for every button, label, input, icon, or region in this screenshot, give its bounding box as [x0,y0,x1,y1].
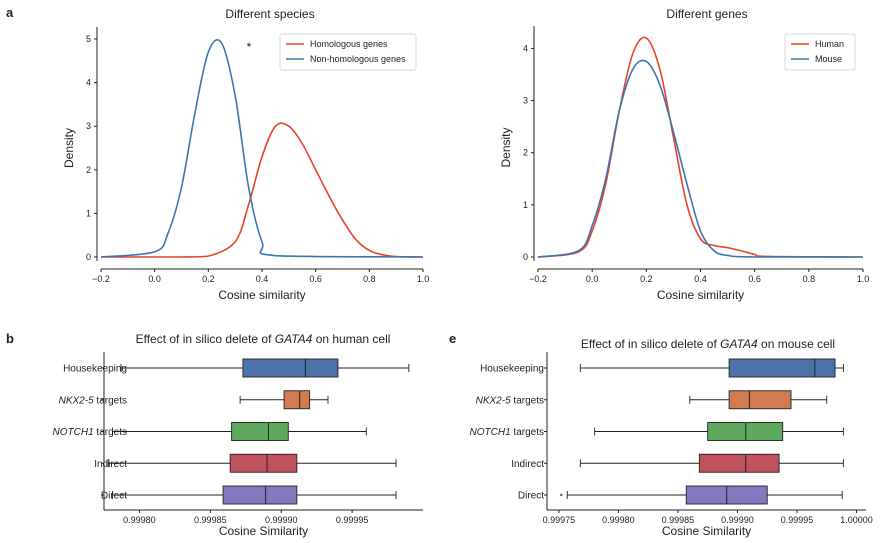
boxplot-human: Effect of in silico delete of GATA4 on h… [53,332,423,538]
category-label: NKX2-5 targets [476,395,544,406]
box-iqr [698,453,780,473]
x-tick-label: −0.2 [92,274,110,284]
y-axis-label: Density [62,128,76,168]
x-tick-label: 0.99985 [662,515,695,525]
category-label: NOTCH1 targets [53,427,127,438]
x-tick-label: 1.00000 [840,515,873,525]
x-tick-label: −0.2 [529,274,547,284]
x-axis-label: Cosine Similarity [219,524,308,538]
category-label: NOTCH1 targets [470,427,544,438]
x-tick-label: 0.99980 [602,515,635,525]
category-label: Direct [101,491,127,502]
y-tick-label: 3 [86,121,91,131]
chart-title: Effect of in silico delete of GATA4 on m… [581,337,835,351]
x-tick-label: 0.99995 [781,515,814,525]
category-label: Indirect [94,459,127,470]
y-tick-label: 2 [523,148,528,158]
chart-title: Different genes [666,7,747,21]
x-tick-label: 0.99990 [265,515,298,525]
x-tick-label: 0.2 [202,274,215,284]
y-tick-label: 0 [523,252,528,262]
box-iqr [707,422,784,441]
density-line-homologous-genes [100,122,424,258]
x-tick-label: 0.0 [148,274,161,284]
box-iqr [283,390,311,410]
y-tick-label: 4 [86,78,91,88]
density-line-non-homologous-genes [100,39,424,258]
chart-title: Effect of in silico delete of GATA4 on h… [136,332,391,346]
y-tick-label: 1 [523,200,528,210]
x-tick-label: 0.6 [748,274,761,284]
box-iqr [728,390,792,410]
x-tick-label: 1.0 [857,274,870,284]
x-axis-label: Cosine Similarity [662,524,751,538]
x-tick-label: 0.8 [803,274,816,284]
legend-label: Human [815,39,844,49]
y-tick-label: 2 [86,165,91,175]
x-tick-label: 0.99985 [194,515,227,525]
density-line-mouse [537,59,863,258]
x-axis-label: Cosine similarity [218,288,305,302]
legend-label: Mouse [815,54,842,64]
box-iqr [242,358,339,378]
panel-label-b: b [6,331,14,346]
x-tick-label: 0.6 [309,274,322,284]
x-tick-label: 0.8 [363,274,376,284]
x-tick-label: 0.99980 [123,515,156,525]
x-tick-label: 0.2 [640,274,653,284]
category-label: Indirect [511,459,544,470]
y-tick-label: 1 [86,208,91,218]
y-tick-label: 3 [523,96,528,106]
x-tick-label: 0.99990 [721,515,754,525]
outlier-point [560,493,563,497]
y-tick-label: 5 [86,34,91,44]
legend-label: Non-homologous genes [310,54,406,64]
category-label: Housekeeping [63,364,127,375]
x-tick-label: 1.0 [417,274,430,284]
box-iqr [229,453,298,473]
legend-box [279,33,417,71]
panel-label-e: e [449,331,456,346]
y-tick-label: 0 [86,252,91,262]
category-label: NKX2-5 targets [59,395,127,406]
density-chart-genes: Different genes −0.2 0.0 0.2 0.4 0.6 0.8 1.0 0 1 2… [499,7,869,302]
x-tick-label: 0.0 [586,274,599,284]
category-label: Housekeeping [480,364,544,375]
density-line-human [537,36,864,258]
x-tick-label: 0.99995 [336,515,369,525]
box-iqr [728,358,836,378]
legend-box [784,33,856,71]
x-axis-label: Cosine similarity [657,288,744,302]
x-tick-label: 0.4 [256,274,269,284]
box-iqr [231,422,289,441]
category-label: Direct [518,491,544,502]
box-iqr [222,485,298,505]
x-tick-label: 0.4 [694,274,707,284]
chart-title: Different species [225,7,314,21]
density-chart-species: Different species −0.2 0.0 0.2 0.4 0.6 0.8 1.0 0… [62,7,429,302]
panel-label-a: a [6,5,14,20]
y-axis-label: Density [499,127,513,167]
significance-annotation: * [247,40,252,54]
outlier-point [121,493,124,497]
legend-label: Homologous genes [310,39,388,49]
x-tick-label: 0.99975 [543,515,576,525]
boxplot-mouse: Effect of in silico delete of GATA4 on m… [470,337,873,538]
y-tick-label: 4 [523,43,528,53]
